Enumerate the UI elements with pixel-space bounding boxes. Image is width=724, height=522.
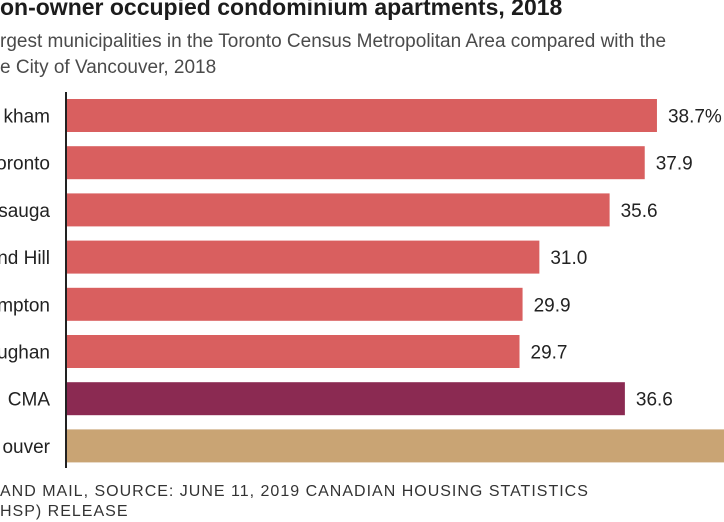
category-label-5: mpton (0, 295, 50, 316)
bar-8 (66, 429, 724, 463)
category-label-1: kham (4, 107, 50, 128)
category-label-7: CMA (8, 390, 51, 411)
bar-chart: kham 38.7% oronto 37.9 sauga 35.6 nd Hill 31.0 m… (0, 92, 724, 468)
bar-3 (66, 193, 610, 227)
chart-subtitle: rgest municipalities in the Toronto Cens… (0, 29, 724, 81)
bar-4 (66, 240, 540, 274)
category-label-6: ughan (0, 343, 50, 364)
subtitle-line-2: e City of Vancouver, 2018 (0, 57, 217, 78)
bar-2 (66, 146, 645, 180)
chart-title: on-owner occupied condominium apartments… (0, 0, 563, 20)
source-line-2: HSP) RELEASE (0, 503, 129, 520)
value-label-3: 35.6 (621, 201, 658, 222)
bar-7 (66, 382, 625, 416)
source-note: AND MAIL, SOURCE: JUNE 11, 2019 CANADIAN… (0, 482, 724, 522)
bar-5 (66, 287, 523, 321)
value-label-6: 29.7 (531, 343, 568, 364)
value-label-5: 29.9 (534, 295, 571, 316)
bar-6 (66, 335, 520, 368)
value-label-2: 37.9 (656, 154, 693, 175)
category-label-8: ouver (2, 437, 50, 458)
source-line-1: AND MAIL, SOURCE: JUNE 11, 2019 CANADIAN… (0, 483, 589, 500)
category-label-3: sauga (0, 201, 50, 222)
value-label-7: 36.6 (636, 390, 673, 411)
subtitle-line-1: rgest municipalities in the Toronto Cens… (0, 31, 667, 52)
category-label-4: nd Hill (0, 248, 50, 269)
category-label-2: oronto (0, 154, 50, 175)
value-label-4: 31.0 (550, 248, 587, 269)
value-label-1: 38.7% (668, 107, 722, 128)
bar-1 (66, 99, 657, 132)
